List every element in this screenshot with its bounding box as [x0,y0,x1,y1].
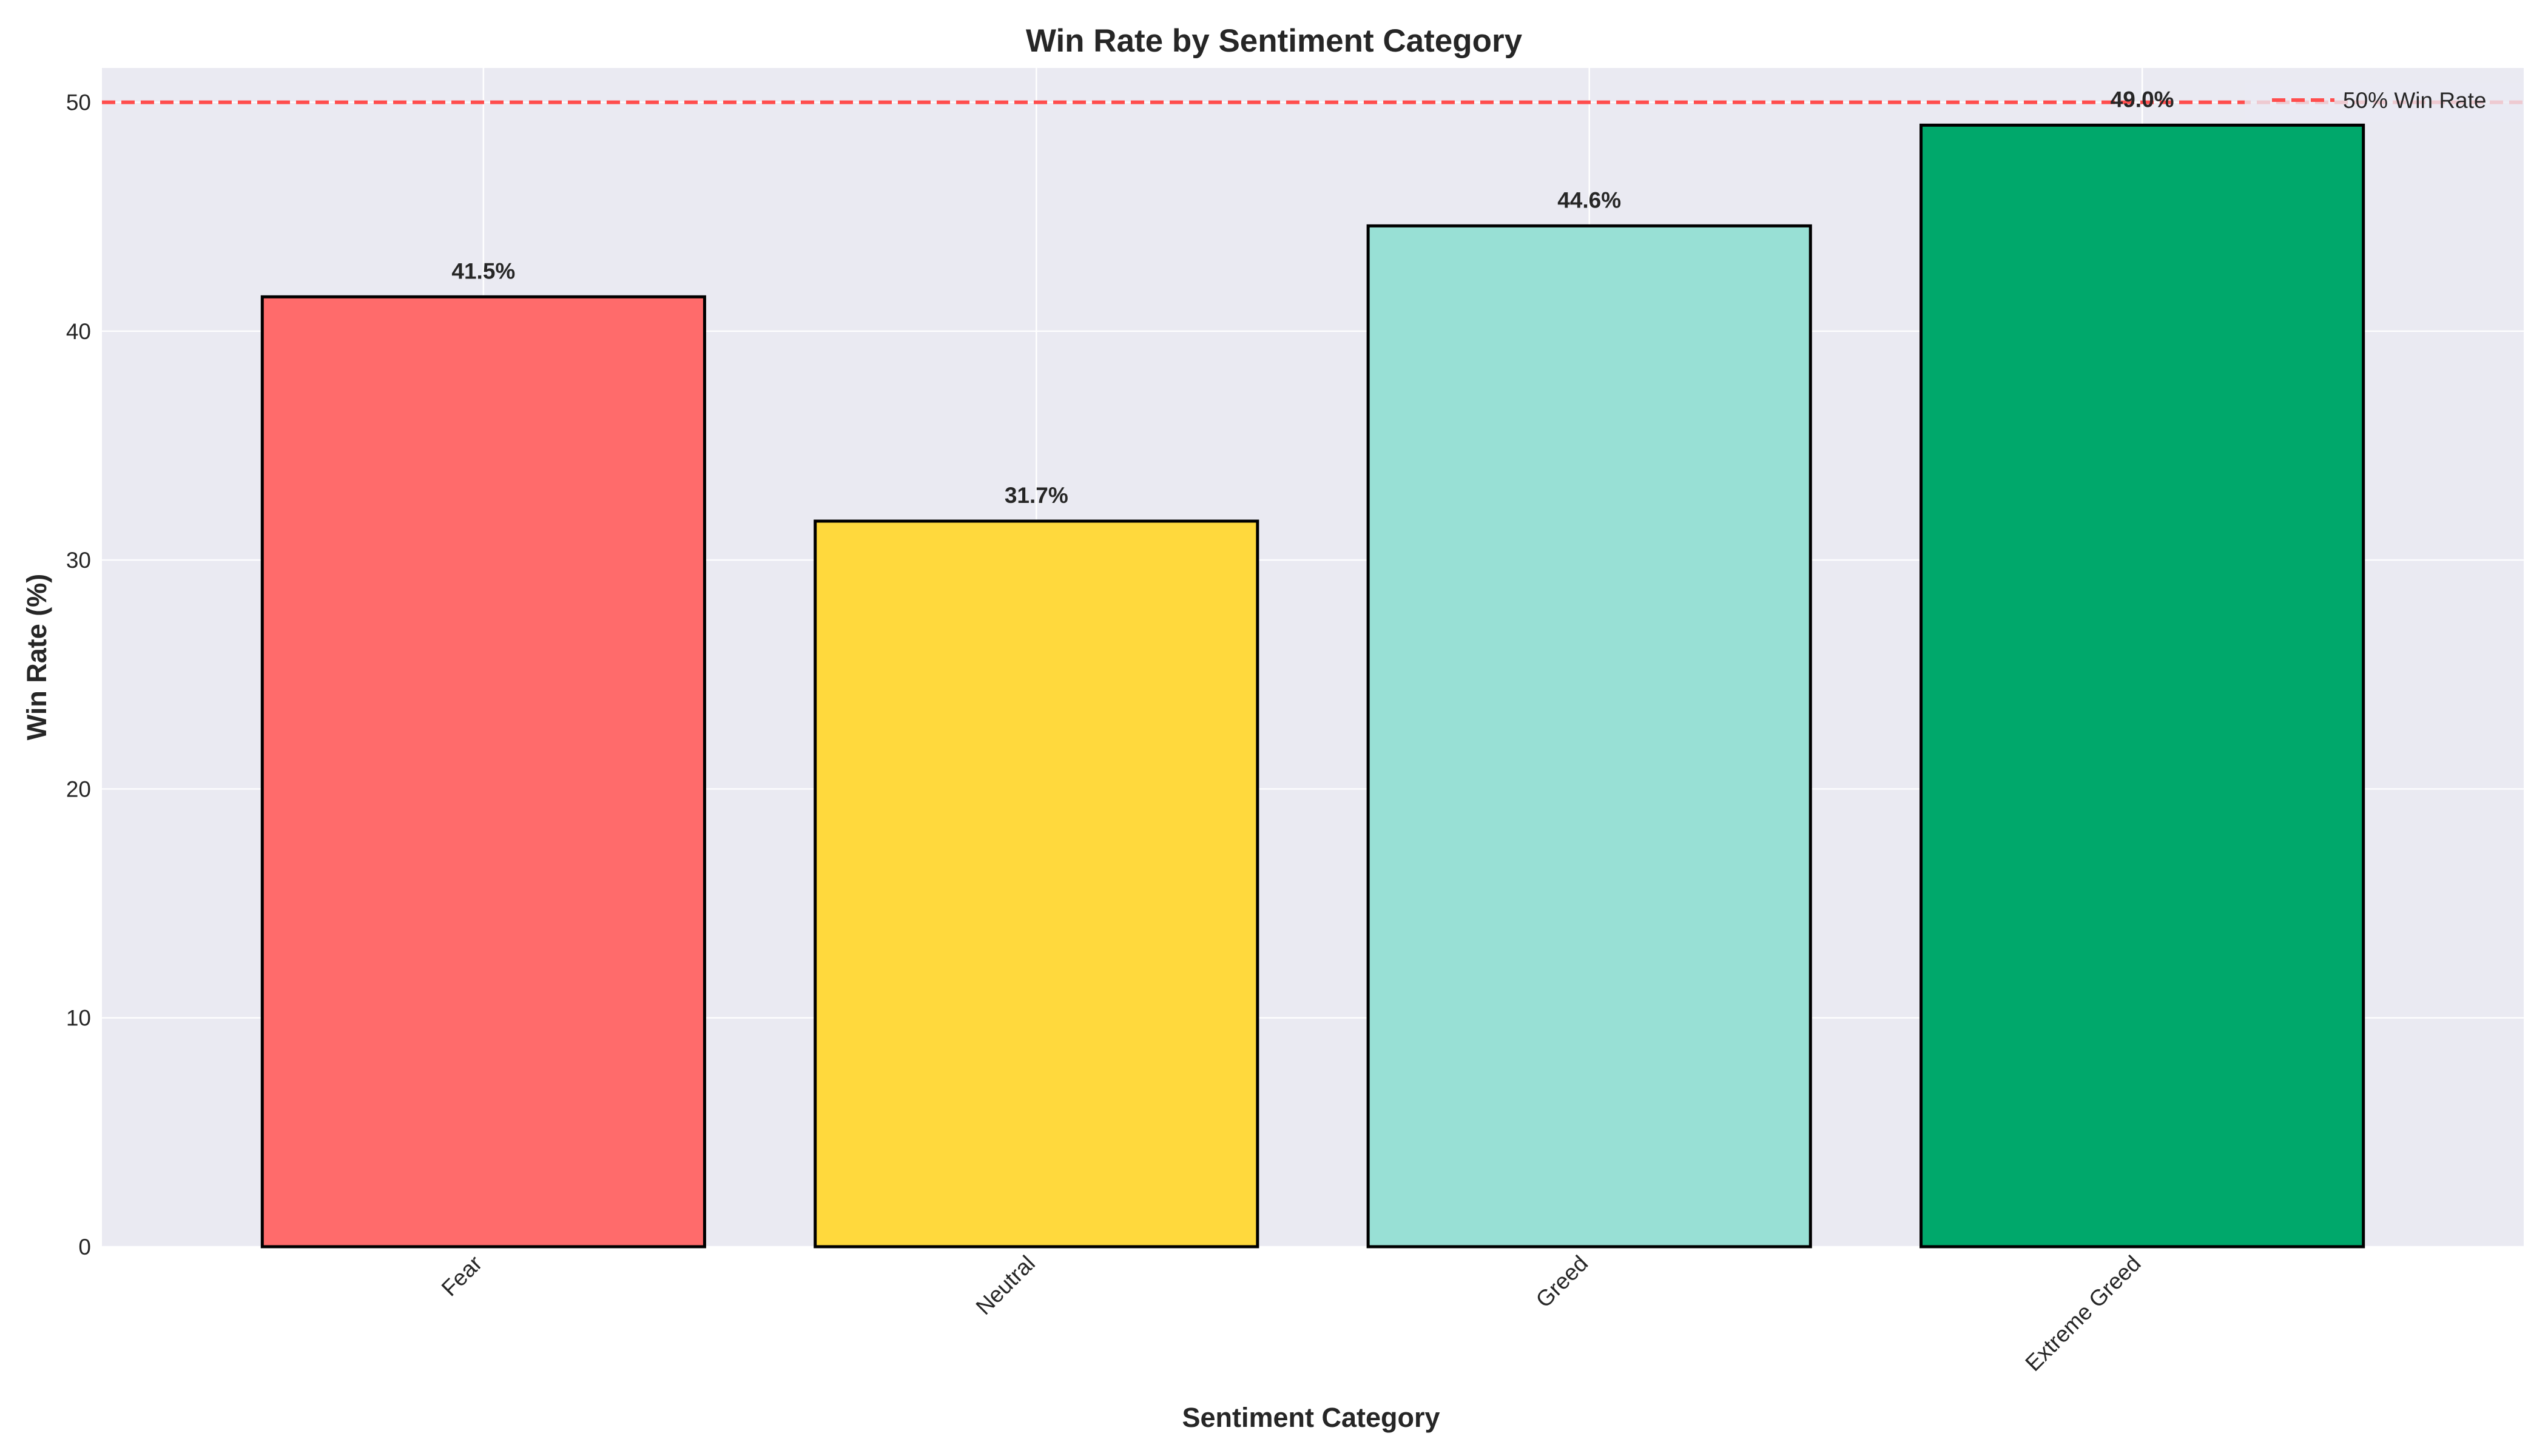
bar-greed [1366,224,1812,1249]
data-labels: 41.5% 31.7% 44.6% 49.0% [451,87,2174,508]
bar-neutral [814,519,1259,1249]
y-tick-label: 10 [66,1006,91,1031]
legend-label: 50% Win Rate [2343,88,2487,113]
legend-frame [2245,83,2524,122]
chart-title: Win Rate by Sentiment Category [1026,23,1523,59]
bar-fear [260,295,706,1249]
bar-value-label: 41.5% [451,258,515,283]
bars [260,123,2365,1249]
bar-extreme-greed [1919,123,2365,1249]
y-tick-label: 30 [66,548,91,573]
y-axis-label: Win Rate (%) [21,574,52,741]
y-tick-label: 40 [66,319,91,344]
y-tick-label: 50 [66,90,91,115]
bar-value-label: 49.0% [2111,87,2174,112]
legend: 50% Win Rate [2245,83,2524,122]
y-tick-label: 20 [66,777,91,801]
y-tick-label: 0 [78,1235,91,1259]
y-tick-labels: 0 10 20 30 40 50 [66,90,91,1259]
x-axis-label: Sentiment Category [1182,1402,1440,1433]
bar-value-label: 44.6% [1557,187,1621,212]
bar-value-label: 31.7% [1005,483,1068,508]
